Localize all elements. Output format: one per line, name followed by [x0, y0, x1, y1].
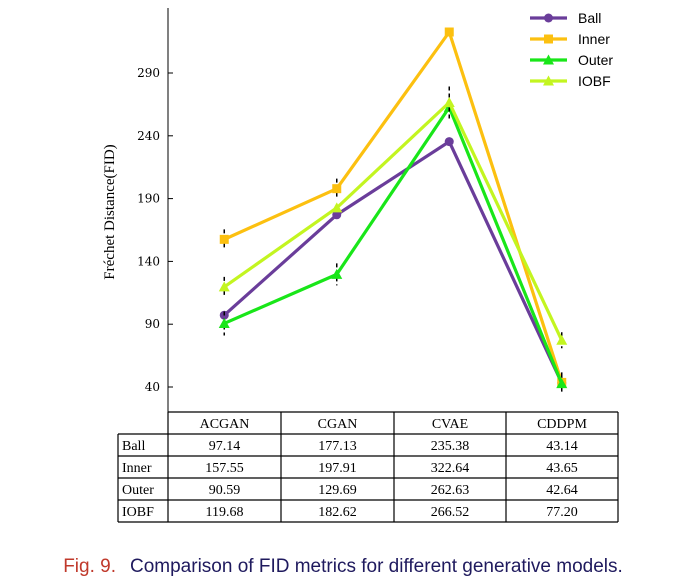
- legend-label: IOBF: [578, 73, 611, 89]
- table-cell: 90.59: [209, 483, 241, 498]
- table-cell: 119.68: [206, 505, 244, 520]
- y-axis-label: Fréchet Distance(FID): [102, 144, 118, 279]
- table-header-cell: CDDPM: [537, 417, 587, 432]
- legend: Ball Inner Outer IOBF: [530, 10, 613, 89]
- figure-caption-text: Comparison of FID metrics for different …: [130, 556, 623, 577]
- figure-label: Fig. 9.: [63, 556, 116, 577]
- legend-marker: [543, 54, 554, 65]
- legend-item-iobf: IOBF: [530, 73, 611, 89]
- table-header-cell: ACGAN: [200, 417, 250, 432]
- data-point-ball: [332, 210, 342, 220]
- y-tick-label: 290: [137, 66, 160, 80]
- data-point-iobf: [331, 202, 343, 213]
- legend-item-outer: Outer: [530, 52, 613, 68]
- table-row-label: IOBF: [122, 505, 154, 520]
- table-cell: 43.65: [546, 461, 578, 476]
- legend-marker: [544, 34, 553, 44]
- data-point-outer: [556, 378, 568, 389]
- legend-item-ball: Ball: [530, 10, 601, 26]
- data-point-inner: [444, 27, 454, 37]
- table-row-label: Ball: [122, 439, 145, 454]
- data-point-inner: [219, 234, 229, 244]
- data-point-outer: [218, 317, 230, 328]
- table-cell: 266.52: [431, 505, 470, 520]
- y-tick-label: 90: [145, 317, 160, 331]
- table-cell: 235.38: [431, 439, 470, 454]
- figure-caption: Fig. 9. Comparison of FID metrics for dif…: [0, 556, 686, 578]
- legend-label: Outer: [578, 52, 613, 68]
- y-tick-label: 190: [137, 192, 160, 206]
- y-tick-label: 240: [137, 129, 160, 143]
- series-line-outer: [223, 105, 564, 385]
- legend-label: Inner: [578, 31, 610, 47]
- table-cell: 77.20: [546, 505, 578, 520]
- fid-comparison-chart: 40 90 140 190 240 290 Fréchet Distance(FID) B…: [102, 8, 619, 523]
- series-line-ball: [223, 140, 564, 384]
- table-cell: 262.63: [431, 483, 470, 498]
- data-point-inner: [332, 184, 342, 194]
- data-point-ball: [444, 137, 454, 147]
- table-cell: 129.69: [318, 483, 357, 498]
- table-header-cell: CGAN: [318, 417, 358, 432]
- table-row-label: Outer: [122, 483, 154, 498]
- table-row-label: Inner: [122, 461, 152, 476]
- table-cell: 177.13: [318, 439, 357, 454]
- series-outer: [218, 101, 568, 394]
- data-point-iobf: [218, 281, 230, 292]
- axes: 40 90 140 190 240 290: [137, 8, 173, 412]
- series-inner: [219, 27, 567, 393]
- data-point-outer: [331, 268, 343, 279]
- data-point-iobf: [443, 96, 455, 107]
- series-line-iobf: [223, 100, 564, 341]
- y-axis-label-group: Fréchet Distance(FID): [102, 144, 118, 279]
- table-cell: 182.62: [318, 505, 357, 520]
- legend-marker: [544, 13, 553, 23]
- table-cell: 42.64: [546, 483, 578, 498]
- legend-marker: [543, 75, 554, 86]
- series-line-inner: [223, 30, 564, 383]
- table-cell: 97.14: [209, 439, 241, 454]
- series-iobf: [218, 86, 568, 349]
- table-cell: 197.91: [318, 461, 357, 476]
- table-cell: 157.55: [205, 461, 244, 476]
- data-table: ACGAN CGAN CVAE CDDPM Ball 97.14 177.13 235.38 4…: [117, 411, 619, 523]
- table-cell: 43.14: [546, 439, 578, 454]
- data-point-iobf: [556, 334, 568, 345]
- legend-label: Ball: [578, 10, 601, 26]
- series-layer: [218, 27, 568, 394]
- legend-item-inner: Inner: [530, 31, 610, 47]
- table-cell: 322.64: [431, 461, 470, 476]
- y-tick-label: 140: [137, 254, 160, 268]
- y-tick-label: 40: [145, 380, 160, 394]
- table-header-cell: CVAE: [432, 417, 468, 432]
